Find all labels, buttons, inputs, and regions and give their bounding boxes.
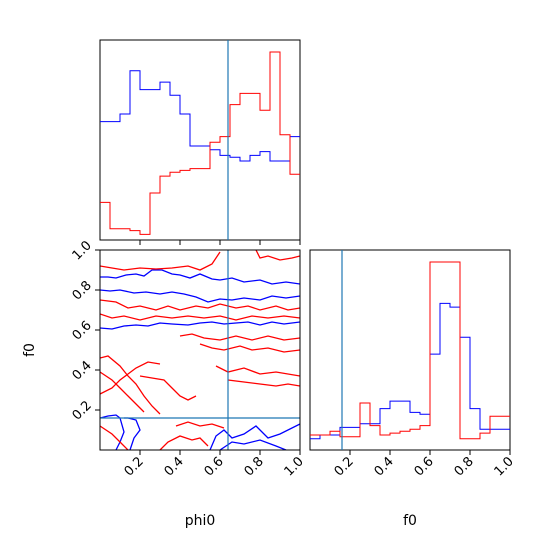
contour-truth-lines — [100, 250, 300, 450]
blue-contour-line — [124, 417, 141, 450]
red-contour-line — [159, 435, 209, 450]
red-contour-line — [100, 251, 221, 271]
red-contour-line — [100, 299, 300, 311]
red-contour-line — [139, 375, 197, 401]
phi0-f0-contour-panel: 0.2 0.4 0.6 0.8 1.0 0.2 0.4 0.6 0.8 1.0 phi0 f0 — [22, 238, 307, 529]
blue-contour-line — [209, 423, 300, 450]
contour-x-ticks: 0.2 0.4 0.6 0.8 1.0 — [122, 450, 307, 479]
blue-contours — [100, 269, 300, 450]
blue-contour-line — [100, 321, 300, 330]
red-contour-line — [215, 365, 300, 377]
contour-y-tick-label: 0.2 — [70, 398, 95, 423]
f0-histogram-lines — [310, 261, 510, 440]
red-contours — [100, 250, 300, 450]
x-axis-label-phi0: phi0 — [185, 513, 216, 529]
red-contour-line — [100, 361, 161, 395]
contour-x-tick-label: 0.6 — [202, 454, 227, 479]
red-contour-line — [100, 425, 129, 450]
red-contour-line — [179, 333, 300, 341]
f0-histogram-x-tick-label: 0.4 — [372, 454, 397, 479]
f0-histogram-frame — [309, 249, 511, 451]
red-contour-line — [199, 343, 300, 353]
red-contour-line — [175, 421, 225, 429]
contour-frame — [99, 249, 301, 451]
phi0-histogram-frame — [99, 39, 301, 241]
blue-contour-line — [100, 414, 125, 450]
f0-histogram-x-tick-label: 0.6 — [412, 454, 437, 479]
red-contour-line — [100, 355, 161, 415]
phi0-histogram-lines — [100, 51, 300, 235]
contour-x-tick-label: 0.8 — [242, 454, 267, 479]
red-contour-line — [100, 371, 145, 413]
f0-histogram-x-tick-label: 1.0 — [492, 454, 517, 479]
blue-contour-line — [100, 289, 300, 303]
contour-x-tick-label: 1.0 — [282, 454, 307, 479]
f0-histogram-x-ticks: 0.2 0.4 0.6 0.8 1.0 — [332, 450, 517, 479]
contour-x-tick-label: 0.2 — [122, 454, 147, 479]
blue-contour-line — [219, 439, 287, 450]
f0-histogram-red-series — [310, 261, 510, 440]
phi0-histogram-blue-series — [100, 70, 300, 162]
contour-y-tick-label: 0.4 — [70, 358, 95, 383]
f0-histogram-x-tick-label: 0.8 — [452, 454, 477, 479]
contour-y-ticks: 0.2 0.4 0.6 0.8 1.0 — [70, 238, 100, 423]
y-axis-label-f0: f0 — [22, 343, 38, 357]
contour-y-tick-label: 1.0 — [70, 238, 95, 263]
contour-y-tick-label: 0.6 — [70, 318, 95, 343]
contour-y-tick-label: 0.8 — [70, 278, 95, 303]
x-axis-label-f0: f0 — [403, 513, 417, 529]
red-contour-line — [255, 250, 300, 261]
red-contour-line — [227, 379, 300, 387]
blue-contour-line — [100, 269, 300, 285]
red-contour-line — [100, 313, 300, 321]
f0-histogram-x-tick-label: 0.2 — [332, 454, 357, 479]
phi0-histogram-panel — [99, 39, 301, 245]
phi0-histogram-x-ticks — [139, 240, 301, 245]
contour-x-tick-label: 0.4 — [162, 454, 187, 479]
phi0-histogram-red-series — [100, 51, 300, 235]
f0-histogram-panel: 0.2 0.4 0.6 0.8 1.0 f0 — [309, 249, 517, 529]
f0-histogram-blue-series — [310, 302, 510, 440]
